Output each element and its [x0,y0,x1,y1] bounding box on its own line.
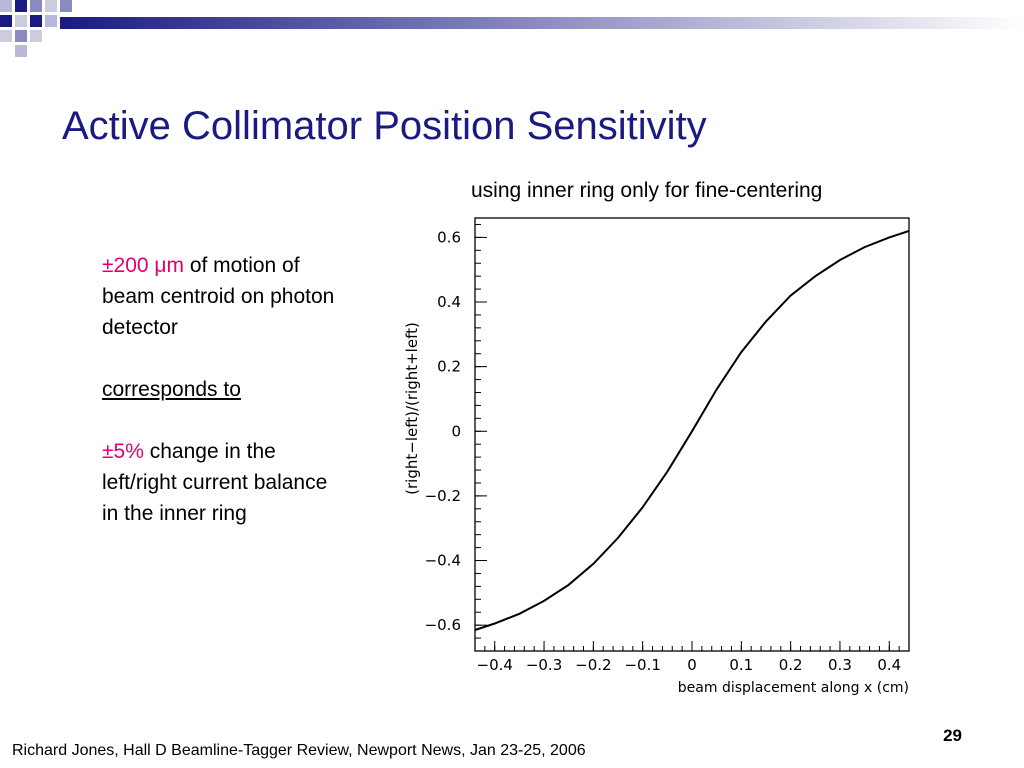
header-decoration [0,0,1024,57]
header-square [0,15,12,27]
note-highlight: ±5% [102,440,144,463]
y-tick-label: 0.4 [437,293,461,311]
x-tick-label: −0.3 [526,656,562,674]
y-tick-label: 0 [451,422,461,440]
page-number: 29 [943,726,962,745]
header-bar [60,17,1024,29]
chart-subtitle: using inner ring only for fine-centering [471,179,823,202]
x-tick-label: 0.2 [779,656,803,674]
note-text: of motion of beam centroid on photon det… [102,254,335,339]
note-text: change in the left/right current balance… [102,440,328,525]
header-square [0,0,12,12]
x-tick-label: 0 [687,656,697,674]
x-tick-label: 0.1 [729,656,753,674]
header-square [15,15,27,27]
y-tick-label: 0.2 [437,358,461,376]
header-square [60,0,72,12]
notes-text: ±200 μm of motion of beam centroid on ph… [102,250,342,560]
header-square [15,30,27,42]
header-square [30,30,42,42]
y-tick-label: −0.4 [425,552,461,570]
footer-text: Richard Jones, Hall D Beamline-Tagger Re… [12,742,586,759]
header-square [15,0,27,12]
series-line [474,229,910,631]
header-square [0,30,12,42]
note-paragraph: ±200 μm of motion of beam centroid on ph… [102,250,342,343]
header-square [45,15,57,27]
header-square [30,0,42,12]
y-tick-label: −0.2 [425,487,461,505]
header-square [30,15,42,27]
plot-frame [474,217,910,652]
x-tick-label: −0.2 [575,656,611,674]
x-axis-label: beam displacement along x (cm) [678,680,909,696]
x-tick-label: −0.1 [624,656,660,674]
header-square [15,45,27,57]
x-tick-label: −0.4 [477,656,513,674]
note-paragraph: corresponds to [102,374,342,405]
note-paragraph: ±5% change in the left/right current bal… [102,436,342,529]
asymmetry-chart: −0.4 −0.3 −0.2 −0.1 0 0.1 0.2 0.3 0.4 −0.6 −0.4 −0.… [403,217,910,696]
y-axis-label: (right−left)/(right+left) [403,322,421,495]
note-highlight: ±200 μm [102,254,184,277]
header-square [45,0,57,12]
page-title: Active Collimator Position Sensitivity [62,104,707,148]
y-tick-label: 0.6 [437,228,461,246]
x-tick-label: 0.4 [877,656,901,674]
y-tick-label: −0.6 [425,616,461,634]
x-tick-label: 0.3 [828,656,852,674]
note-underlined: corresponds to [102,378,241,401]
